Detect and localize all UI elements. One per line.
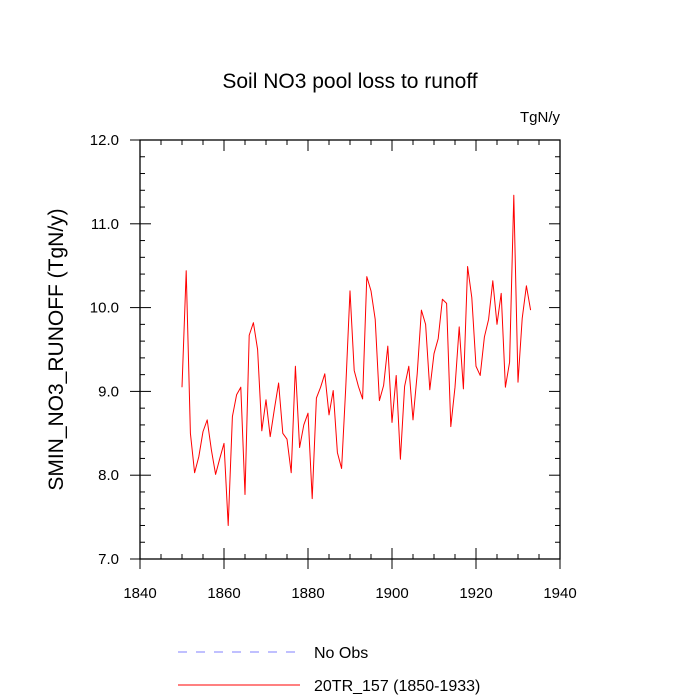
units-label: TgN/y <box>520 109 561 126</box>
series-line-20tr-157 <box>181 194 532 526</box>
legend-label-no-obs: No Obs <box>314 645 368 662</box>
x-tick-label: 1840 <box>123 585 156 602</box>
x-tick-label: 1860 <box>207 585 240 602</box>
x-tick-label: 1880 <box>291 585 324 602</box>
y-tick-label: 8.0 <box>98 467 119 484</box>
y-tick-label: 7.0 <box>98 551 119 568</box>
y-tick-label: 9.0 <box>98 383 119 400</box>
chart-title: Soil NO3 pool loss to runoff <box>222 70 477 93</box>
legend-label-20tr-157: 20TR_157 (1850-1933) <box>314 678 480 695</box>
x-tick-label: 1900 <box>375 585 408 602</box>
series-group <box>181 194 532 526</box>
x-tick-label: 1940 <box>543 585 576 602</box>
legend: No Obs 20TR_157 (1850-1933) <box>178 645 480 695</box>
tick-labels: 1840 1860 1880 1900 1920 1940 7.0 8.0 9.0 10.0 11.… <box>90 132 577 602</box>
x-tick-label: 1920 <box>459 585 492 602</box>
y-axis-label: SMIN_NO3_RUNOFF (TgN/y) <box>45 208 68 490</box>
axis-ticks <box>130 139 561 569</box>
y-tick-label: 10.0 <box>90 300 119 317</box>
y-tick-label: 12.0 <box>90 132 119 149</box>
y-tick-label: 11.0 <box>91 216 119 233</box>
plot-frame <box>139 139 561 560</box>
